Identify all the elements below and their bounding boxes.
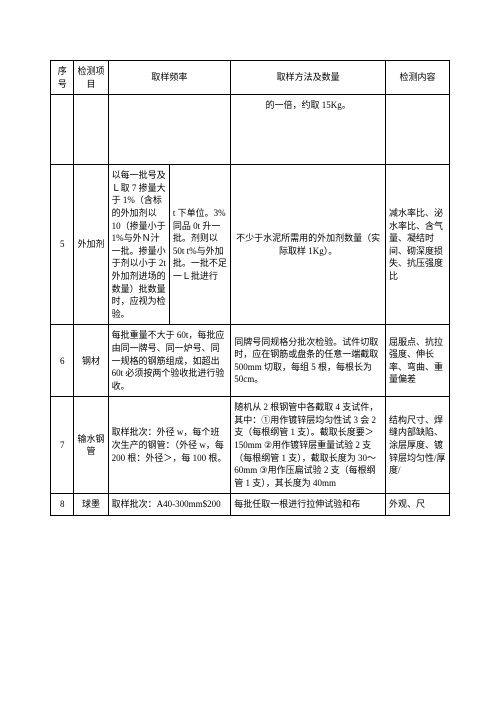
row6-method: 同牌号同规格分批次检验。试件切取时，应在钢筋或盘条的任意一端截取 500mm 切…: [231, 325, 386, 397]
row4-method: 的一倍，约取 15Kg。: [231, 95, 386, 165]
row8-item: 球墨: [74, 494, 108, 516]
row5-freq-left: 以每一批号及Ｌ取 7 掺量大于 1%（含标的外加剂以 10（掺量小于 1%与外Ｎ…: [108, 165, 169, 325]
row4-content: [385, 95, 449, 165]
row7-seq: 7: [51, 397, 74, 494]
row4-item: [74, 95, 108, 165]
row7-method: 随机从 2 根钢管中各截取 4 支试件，其中：①用作镀锌层均匀性试 3 会 2 …: [231, 397, 386, 494]
row6-seq: 6: [51, 325, 74, 397]
row6-freq: 每批重量不大于 60t，每批应由同一牌号、同一炉号、同一规格的钢筋组成，如超出 …: [108, 325, 231, 397]
header-freq: 取样频率: [108, 61, 231, 95]
row5-content: 减水率比、泌水率比、含气量、凝结时间、砌深度损失、抗压强度比: [385, 165, 449, 325]
row7-content: 结构尺寸、焊缝内部缺陷、涂层厚度、镀锌层均匀性/厚度/: [385, 397, 449, 494]
row6-item: 钢材: [74, 325, 108, 397]
row5-seq: 5: [51, 165, 74, 325]
row8-content: 外观、尺: [385, 494, 449, 516]
row8-method: 每批任取一根进行拉伸试验和布: [231, 494, 386, 516]
row7-freq: 取样批次：外径 w，每个班次生产的钢管：（外径 w，每 200 根：外径＞，每 …: [108, 397, 231, 494]
row5-freq-right: t 下单位。3%同品 0t 升一批。剂则以 50t t%与外加批。一批不足一Ｌ批…: [169, 165, 230, 325]
header-content: 检测内容: [385, 61, 449, 95]
row5-method: 不少于水泥所需用的外加剂数量（实际取样 1Kg）。: [231, 165, 386, 325]
row8-seq: 8: [51, 494, 74, 516]
row4-seq: [51, 95, 74, 165]
header-method: 取样方法及数量: [231, 61, 386, 95]
row8-freq: 取样批次：A40-300mm$200: [108, 494, 231, 516]
row5-item: 外加剂: [74, 165, 108, 325]
row7-item: 输水钢管: [74, 397, 108, 494]
row6-content: 屈服点、抗拉强度、伸长率、弯曲、重量偏差: [385, 325, 449, 397]
header-seq: 序号: [51, 61, 74, 95]
header-item: 检测项目: [74, 61, 108, 95]
row4-freq: [108, 95, 231, 165]
